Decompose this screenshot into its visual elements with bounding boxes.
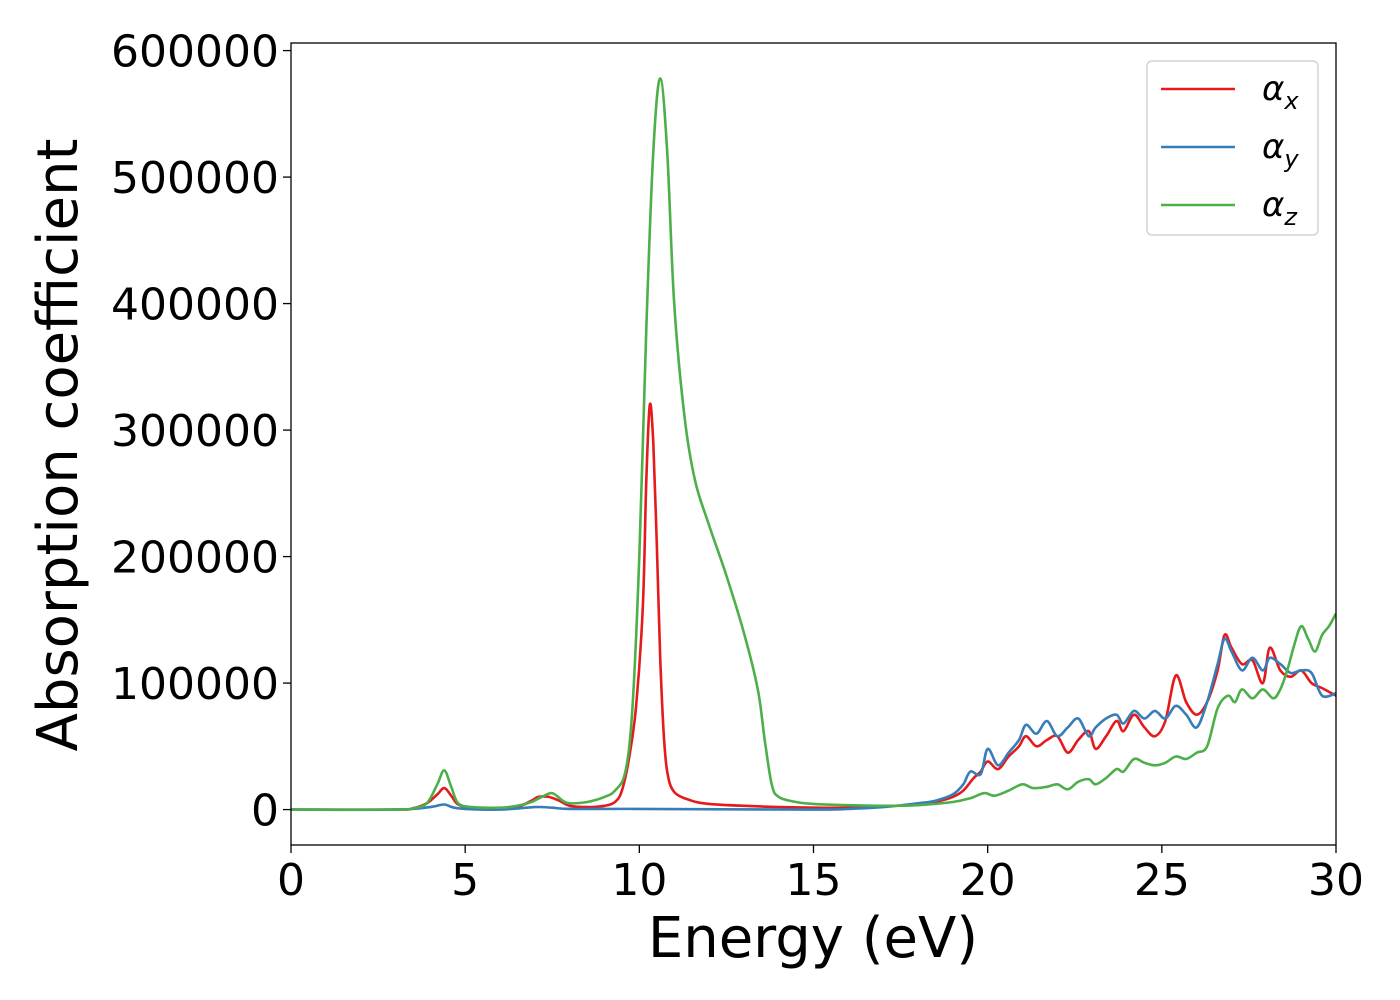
y-tick-label: 400000	[111, 280, 279, 331]
legend-label-y: αy	[1262, 127, 1299, 173]
x-tick-label: 15	[786, 855, 842, 906]
y-tick-label: 500000	[111, 153, 279, 204]
y-tick-label: 300000	[111, 406, 279, 457]
y-tick-label: 100000	[111, 659, 279, 710]
x-tick-label: 30	[1308, 855, 1364, 906]
x-tick-label: 25	[1134, 855, 1190, 906]
series-line-z	[291, 77, 1336, 811]
x-tick-label: 0	[277, 855, 305, 906]
y-tick-label: 200000	[111, 533, 279, 584]
y-tick-label: 0	[251, 786, 279, 837]
series-line-x	[291, 402, 1336, 811]
legend-label-x: αx	[1262, 69, 1299, 115]
x-tick-label: 5	[451, 855, 479, 906]
x-axis-label: Energy (eV)	[648, 906, 978, 971]
series-line-y	[291, 637, 1336, 812]
y-axis-label: Absorption coefficient	[26, 139, 91, 752]
x-tick-label: 10	[611, 855, 667, 906]
y-tick-label: 600000	[111, 27, 279, 78]
x-tick-label: 20	[960, 855, 1016, 906]
